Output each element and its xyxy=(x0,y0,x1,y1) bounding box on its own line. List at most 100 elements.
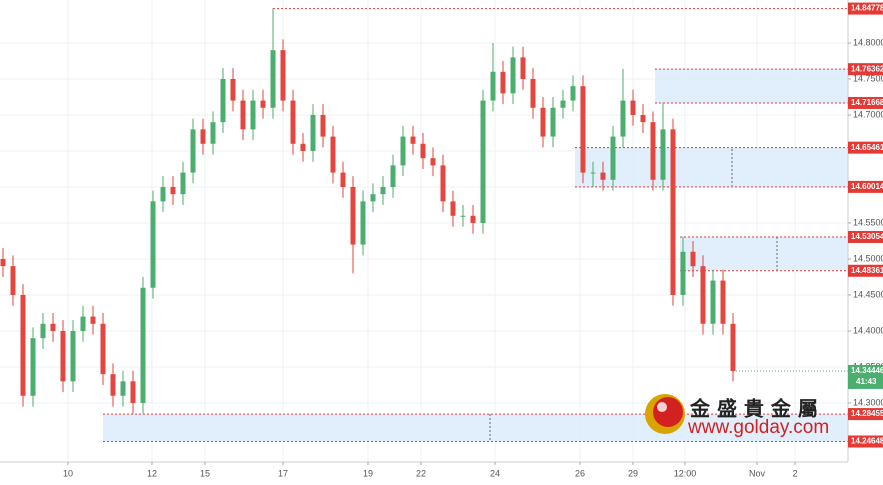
candle-body xyxy=(190,129,196,173)
candle-body xyxy=(690,251,696,267)
level-label: 14.60014 xyxy=(851,182,883,191)
candle-body xyxy=(510,57,516,94)
x-tick-label: 19 xyxy=(363,468,373,478)
candle-body xyxy=(700,266,706,324)
candle-body xyxy=(90,316,96,324)
level-label: 14.71668 xyxy=(851,98,883,107)
y-tick-label: 14.70000 xyxy=(853,109,883,119)
candle-body xyxy=(40,323,46,339)
watermark: 金 盛 貴 金 屬 www.golday.com xyxy=(645,394,829,438)
candle-body xyxy=(710,280,716,324)
watermark-url: www.golday.com xyxy=(687,417,829,438)
candle-body xyxy=(290,100,296,144)
level-label-box xyxy=(848,264,883,277)
candle-body xyxy=(520,57,526,79)
x-tick-label: Nov xyxy=(749,468,766,478)
y-tick-label: 14.55000 xyxy=(853,217,883,227)
y-tick-label: 14.30000 xyxy=(853,397,883,407)
candle-body xyxy=(490,71,496,101)
x-tick-label: 29 xyxy=(628,468,638,478)
candle-body xyxy=(20,294,26,396)
x-tick-label: 10 xyxy=(63,468,73,478)
level-label: 14.84778 xyxy=(851,4,883,13)
candle-body xyxy=(130,381,136,403)
candle-body xyxy=(410,136,416,144)
candle-body xyxy=(730,323,736,371)
zone xyxy=(680,236,848,271)
x-tick-label: 24 xyxy=(490,468,500,478)
logo-shine xyxy=(657,402,667,412)
last-price-box xyxy=(848,364,883,389)
x-tick-label: 22 xyxy=(416,468,426,478)
candle-body xyxy=(440,165,446,202)
y-tick-label: 14.45000 xyxy=(853,289,883,299)
candle-body xyxy=(680,251,686,295)
candle-body xyxy=(360,201,366,245)
candle-body xyxy=(500,71,506,94)
candle-body xyxy=(220,78,226,123)
candle-body xyxy=(480,100,486,223)
candle-body xyxy=(430,158,436,166)
candle-body xyxy=(350,186,356,245)
zone xyxy=(575,147,848,187)
candle-body xyxy=(100,323,106,375)
y-tick-label: 14.50000 xyxy=(853,253,883,263)
level-label: 14.24648 xyxy=(851,437,883,446)
level-label: 14.53054 xyxy=(851,232,883,241)
candle-body xyxy=(550,107,556,137)
logo-core xyxy=(653,397,683,427)
zones xyxy=(103,8,848,442)
candle-body xyxy=(280,50,286,101)
candle-body xyxy=(150,201,156,288)
level-label: 14.65461 xyxy=(851,143,883,152)
zone xyxy=(655,69,848,103)
candle-body xyxy=(70,330,76,382)
level-label-box xyxy=(848,63,883,76)
level-label-box xyxy=(848,141,883,154)
candle-body xyxy=(640,114,646,123)
x-tick-label: 12:00 xyxy=(674,468,697,478)
candle-body xyxy=(270,50,276,108)
last-price-label: 14.34446 xyxy=(851,366,883,375)
level-label-box xyxy=(848,408,883,421)
candle-body xyxy=(390,165,396,187)
level-label: 14.48361 xyxy=(851,266,883,275)
candle-body xyxy=(610,136,616,180)
x-tick-label: 15 xyxy=(200,468,210,478)
candle-body xyxy=(600,172,606,180)
candle-body xyxy=(540,107,546,137)
candle-body xyxy=(140,287,146,403)
watermark-brand: 金 盛 貴 金 屬 xyxy=(689,397,818,421)
candle-body xyxy=(200,129,206,144)
level-label-box xyxy=(848,180,883,193)
candle-body xyxy=(260,100,266,108)
candle-body xyxy=(370,194,376,202)
candles xyxy=(0,8,736,414)
candle-body xyxy=(120,381,126,396)
candle-body xyxy=(110,374,116,396)
level-label: 14.28455 xyxy=(851,409,883,418)
candle-body xyxy=(300,143,306,151)
level-label-box xyxy=(848,230,883,243)
x-tick-label: 17 xyxy=(278,468,288,478)
candle-body xyxy=(630,100,636,115)
candle-body xyxy=(30,338,36,396)
candle-body xyxy=(580,86,586,173)
candle-body xyxy=(170,186,176,195)
y-tick-label: 14.75000 xyxy=(853,73,883,83)
candle-body xyxy=(160,186,166,202)
candle-body xyxy=(320,114,326,137)
candle-body xyxy=(60,330,66,382)
candle-body xyxy=(450,201,456,216)
x-tick-label: 2 xyxy=(792,468,797,478)
candle-body xyxy=(310,114,316,151)
candle-body xyxy=(340,172,346,187)
candle-body xyxy=(380,186,386,195)
level-label-box xyxy=(848,2,883,15)
x-tick-label: 26 xyxy=(575,468,585,478)
zone xyxy=(103,414,848,442)
countdown-label: 41:43 xyxy=(856,377,877,386)
candle-body xyxy=(420,143,426,159)
candle-body xyxy=(240,100,246,130)
candle-body xyxy=(400,136,406,166)
